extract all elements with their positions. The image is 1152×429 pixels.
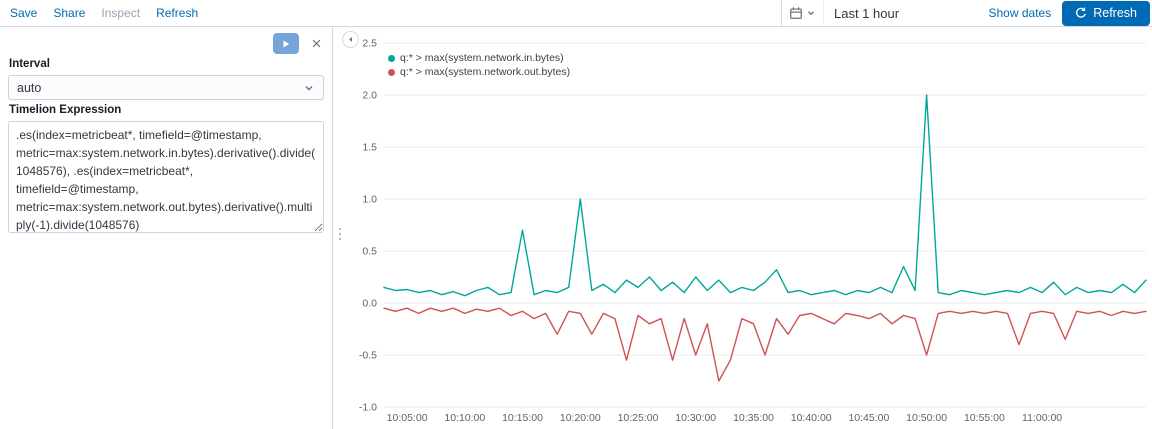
- y-axis-tick-label: 0.0: [362, 298, 377, 310]
- close-editor-button[interactable]: [309, 36, 324, 51]
- x-axis-tick-label: 10:05:00: [387, 412, 428, 424]
- y-axis-tick-label: 1.0: [362, 194, 377, 206]
- x-axis-tick-label: 10:40:00: [791, 412, 832, 424]
- timeseries-chart[interactable]: 2.5 2.0 1.5 1.0 0.5 0.0 -0.5 -1.0 10:05:00 10:10:…: [334, 27, 1152, 429]
- y-axis-tick-label: -0.5: [359, 350, 377, 362]
- drag-dot: [338, 227, 342, 231]
- legend-label: q:* > max(system.network.in.bytes): [400, 52, 564, 64]
- x-axis-tick-label: 11:00:00: [1022, 412, 1062, 424]
- calendar-icon: [789, 6, 803, 20]
- interval-label: Interval: [9, 58, 50, 70]
- time-range-value[interactable]: Last 1 hour: [834, 5, 900, 21]
- y-axis-tick-label: 0.5: [362, 246, 377, 258]
- drag-dot: [338, 232, 342, 236]
- legend-label: q:* > max(system.network.out.bytes): [400, 66, 571, 78]
- time-quick-select-button[interactable]: [782, 0, 824, 26]
- x-axis-tick-label: 10:55:00: [964, 412, 1005, 424]
- timelion-expression-input[interactable]: .es(index=metricbeat*, timefield=@timest…: [8, 121, 324, 233]
- y-axis-tick-label: 2.5: [362, 38, 377, 50]
- expression-editor-panel: Interval auto Timelion Expression .es(in…: [0, 27, 333, 429]
- y-axis-tick-label: 1.5: [362, 142, 377, 154]
- collapse-panel-button[interactable]: [342, 31, 359, 48]
- timelion-chart-panel: q:* > max(system.network.in.bytes) q:* > …: [334, 27, 1152, 429]
- editor-actions: [8, 33, 324, 54]
- chevron-down-icon: [806, 8, 816, 18]
- x-axis-tick-label: 10:20:00: [560, 412, 601, 424]
- x-axis-tick-label: 10:10:00: [444, 412, 485, 424]
- y-axis-tick-label: -1.0: [359, 402, 377, 414]
- refresh-icon: [1075, 7, 1087, 19]
- legend-color-dot: [388, 54, 395, 62]
- interval-select[interactable]: auto: [8, 75, 324, 100]
- share-button[interactable]: Share: [53, 6, 86, 20]
- x-axis-tick-label: 10:35:00: [733, 412, 774, 424]
- play-button[interactable]: [273, 33, 299, 54]
- refresh-button[interactable]: Refresh: [1062, 0, 1150, 26]
- x-axis-tick-label: 10:15:00: [502, 412, 543, 424]
- x-axis-tick-label: 10:45:00: [848, 412, 889, 424]
- chart-legend: q:* > max(system.network.in.bytes) q:* > …: [388, 52, 570, 78]
- x-axis-tick-label: 10:30:00: [675, 412, 716, 424]
- inspect-button[interactable]: Inspect: [101, 6, 141, 20]
- app-menu: Save Share Inspect Refresh: [0, 6, 198, 20]
- top-toolbar: Save Share Inspect Refresh Last 1 hour S…: [0, 0, 1152, 27]
- save-button[interactable]: Save: [10, 6, 38, 20]
- series-line-1: [383, 307, 1147, 382]
- interval-value: auto: [17, 80, 42, 95]
- refresh-button-label: Refresh: [1093, 6, 1137, 20]
- chevron-left-icon: [346, 35, 355, 44]
- show-dates-button[interactable]: Show dates: [988, 6, 1052, 20]
- expression-label: Timelion Expression: [9, 104, 122, 116]
- chevron-down-icon: [303, 82, 315, 94]
- legend-color-dot: [388, 68, 395, 76]
- close-icon: [311, 38, 322, 49]
- x-axis-tick-label: 10:25:00: [618, 412, 659, 424]
- refresh-menu-button[interactable]: Refresh: [156, 6, 199, 20]
- legend-item[interactable]: q:* > max(system.network.out.bytes): [388, 66, 570, 78]
- legend-item[interactable]: q:* > max(system.network.in.bytes): [388, 52, 570, 64]
- y-axis-tick-label: 2.0: [362, 90, 377, 102]
- panel-resize-handle[interactable]: [334, 222, 346, 246]
- drag-dot: [338, 237, 342, 241]
- time-picker: Last 1 hour Show dates Refresh: [781, 0, 1152, 26]
- play-icon: [281, 39, 291, 49]
- series-line-0: [383, 94, 1147, 297]
- x-axis-tick-label: 10:50:00: [906, 412, 947, 424]
